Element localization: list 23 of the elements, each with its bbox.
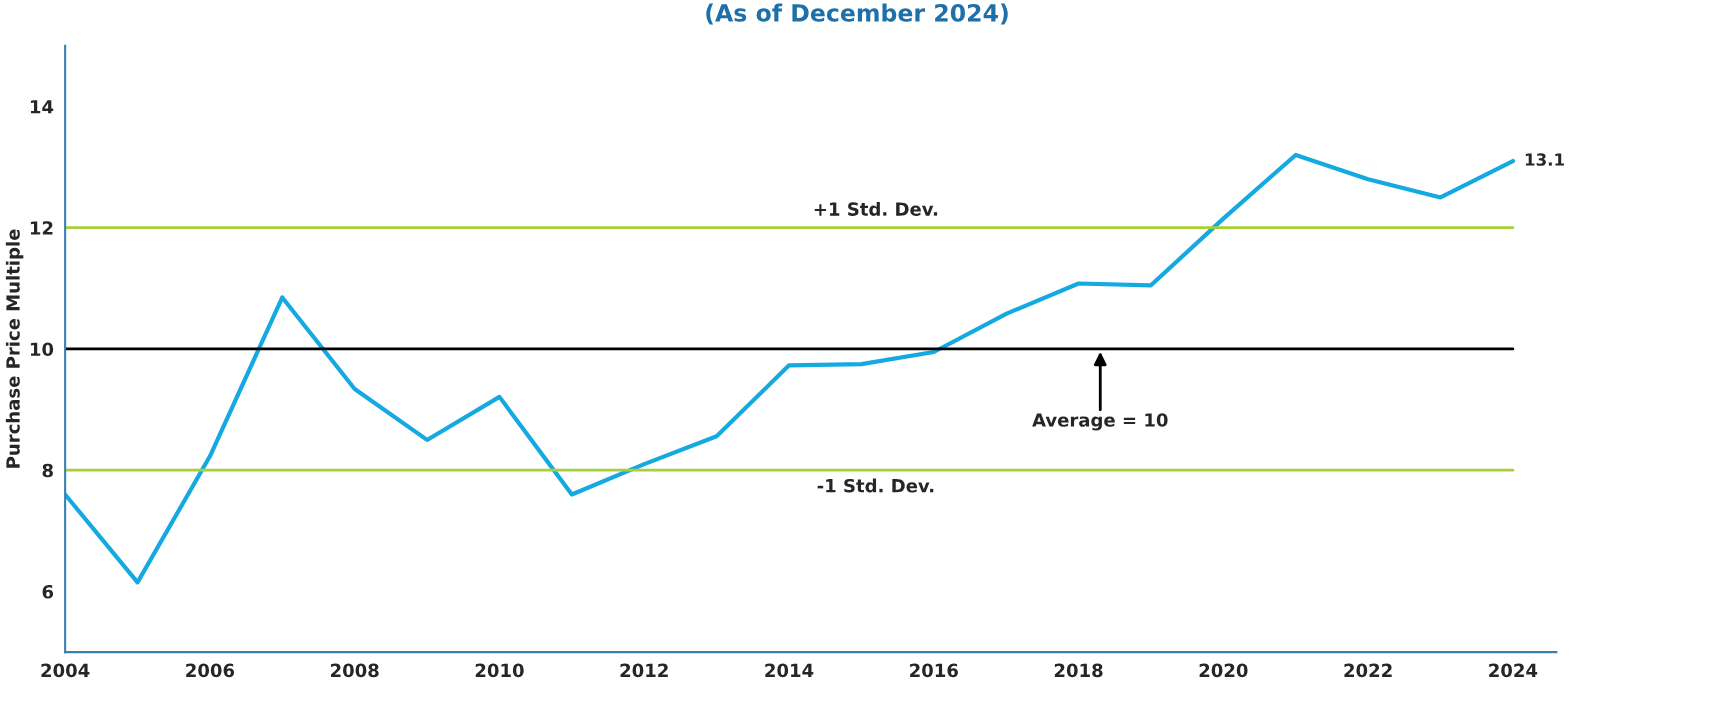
ref-line-label: +1 Std. Dev. <box>814 201 938 216</box>
x-tick-label: 2010 <box>475 663 524 678</box>
x-tick-label: 2018 <box>1054 663 1103 678</box>
x-tick-label: 2016 <box>910 663 958 678</box>
y-tick-label: 12 <box>30 221 53 235</box>
y-tick-label: 8 <box>42 463 53 478</box>
x-tick-label: 2020 <box>1199 663 1248 678</box>
x-tick-label: 2024 <box>1489 663 1538 678</box>
x-tick-label: 2006 <box>186 663 235 678</box>
y-axis-title: Purchase Price Multiple <box>5 229 24 468</box>
data-label: 13.1 <box>1525 153 1564 166</box>
x-tick-label: 2014 <box>765 663 814 678</box>
y-tick-label: 14 <box>30 100 54 114</box>
y-tick-label: 6 <box>42 584 54 599</box>
x-tick-label: 2004 <box>41 663 90 678</box>
x-tick-label: 2012 <box>620 663 668 678</box>
y-tick-label: 10 <box>30 342 54 357</box>
ref-line-label: Average = 10 <box>1032 413 1168 431</box>
chart-title: (As of December 2024) <box>706 3 1008 25</box>
ref-line-label: -1 Std. Dev. <box>817 478 934 493</box>
x-tick-label: 2008 <box>330 663 379 678</box>
x-tick-label: 2022 <box>1344 663 1392 678</box>
line-series <box>65 152 1515 585</box>
